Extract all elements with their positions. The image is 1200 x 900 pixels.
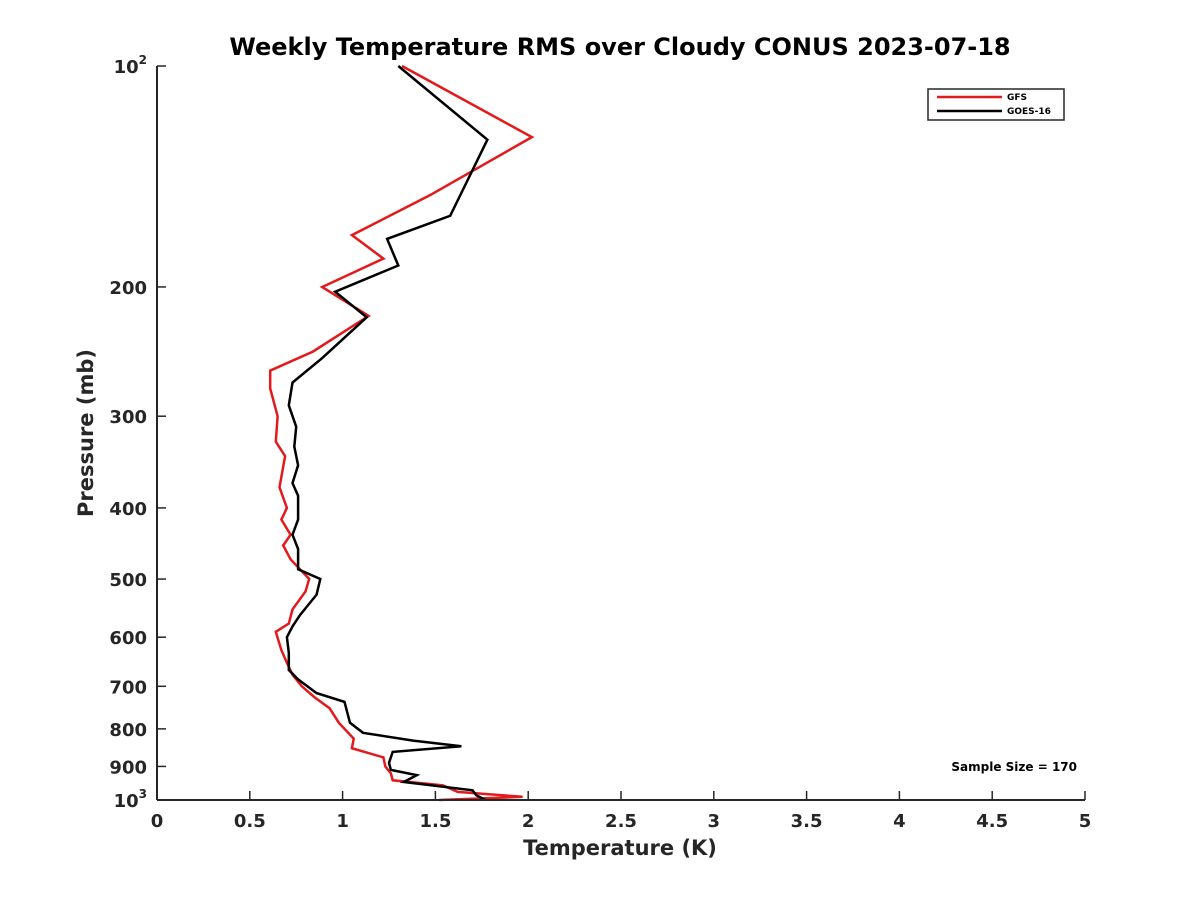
series-line-gfs xyxy=(268,64,535,802)
y-tick-label: 900 xyxy=(109,757,147,778)
chart-title: Weekly Temperature RMS over Cloudy CONUS… xyxy=(229,33,1010,61)
y-tick-label: 102 xyxy=(114,53,147,78)
x-tick-label: 5 xyxy=(1079,811,1092,832)
x-tick-label: 0.5 xyxy=(234,811,266,832)
y-ticks: 102 200 300 400 500 600 700 800 900 103 xyxy=(109,53,166,812)
x-tick-label: 3 xyxy=(708,811,721,832)
x-axis-label: Temperature (K) xyxy=(523,836,717,860)
x-ticks: 0 0.5 1 1.5 2 2.5 3 3.5 4 4.5 5 xyxy=(151,791,1092,832)
sample-size-annotation: Sample Size = 170 xyxy=(951,760,1077,774)
legend: GFS GOES-16 xyxy=(927,88,1065,121)
x-tick-label: 3.5 xyxy=(791,811,823,832)
x-tick-label: 2.5 xyxy=(605,811,637,832)
y-axis-label: Pressure (mb) xyxy=(74,349,98,517)
x-tick-label: 1.5 xyxy=(419,811,451,832)
x-tick-label: 4.5 xyxy=(976,811,1008,832)
legend-label-gfs: GFS xyxy=(1007,93,1027,103)
y-tick-label: 200 xyxy=(109,278,147,299)
y-tick-label: 300 xyxy=(109,407,147,428)
y-tick-label: 700 xyxy=(109,677,147,698)
plot-area: 0 0.5 1 1.5 2 2.5 3 3.5 4 4.5 5 102 200 300 400 500 600… xyxy=(109,53,1091,832)
y-tick-label: 400 xyxy=(109,499,147,520)
x-tick-label: 0 xyxy=(151,811,164,832)
plot-background xyxy=(157,66,1085,800)
y-tick-label: 500 xyxy=(109,570,147,591)
x-tick-label: 1 xyxy=(336,811,349,832)
legend-label-goes16: GOES-16 xyxy=(1007,107,1051,117)
y-tick-label: 103 xyxy=(114,787,147,812)
series-layer xyxy=(268,64,535,802)
y-tick-label: 800 xyxy=(109,720,147,741)
x-tick-label: 2 xyxy=(522,811,535,832)
legend-box xyxy=(927,88,1065,121)
y-tick-label: 600 xyxy=(109,628,147,649)
x-tick-label: 4 xyxy=(893,811,906,832)
series-line-goes16 xyxy=(285,65,489,802)
